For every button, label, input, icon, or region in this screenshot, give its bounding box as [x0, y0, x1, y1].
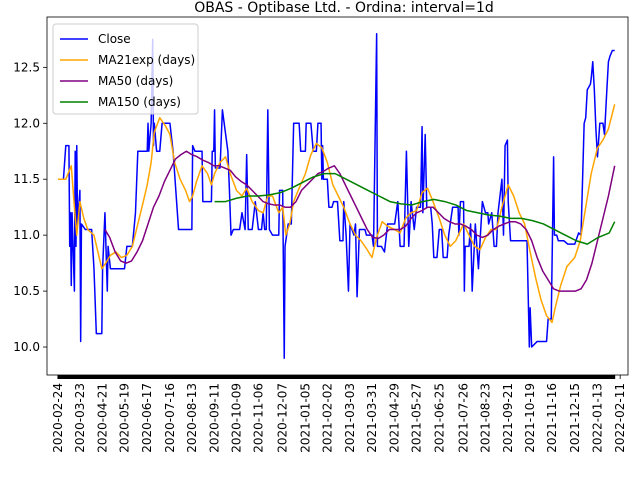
series-line-2: [104, 150, 616, 292]
legend-label-0: Close: [98, 32, 131, 46]
x-tick-label-20: 2021-09-21: [501, 383, 515, 453]
x-tick-label-22: 2021-11-16: [545, 383, 559, 453]
series-line-1: [57, 104, 616, 324]
x-tick-label-24: 2022-01-13: [590, 383, 604, 453]
x-tick-label-17: 2021-06-25: [432, 383, 446, 453]
x-tick-label-2: 2020-04-21: [96, 383, 110, 453]
x-tick-label-16: 2021-05-27: [410, 383, 424, 453]
legend: Close MA21exp (days) MA50 (days) MA150 (day…: [52, 23, 199, 115]
y-tick-label-2: 11.0: [13, 228, 40, 242]
x-tick-label-7: 2020-09-11: [208, 383, 222, 453]
x-minor-ticks: [57, 375, 616, 379]
y-tick-label-5: 12.5: [13, 60, 40, 74]
y-axis: 10.0 10.5 11.0 11.5 12.0 12.5: [13, 60, 47, 354]
x-tick-label-14: 2021-03-31: [365, 383, 379, 453]
series-line-0: [57, 33, 615, 359]
y-tick-label-3: 11.5: [13, 172, 40, 186]
chart-title: OBAS - Optibase Ltd. - Ordina: interval=…: [194, 0, 494, 16]
x-tick-label-9: 2020-11-06: [251, 383, 265, 453]
x-tick-label-10: 2020-12-07: [276, 383, 290, 453]
x-tick-label-5: 2020-07-16: [163, 383, 177, 453]
x-tick-label-18: 2021-07-26: [457, 383, 471, 453]
x-tick-label-12: 2021-02-02: [320, 383, 334, 453]
series-line-3: [214, 172, 616, 245]
x-tick-label-3: 2020-05-19: [118, 383, 132, 453]
x-tick-label-15: 2021-04-29: [388, 383, 402, 453]
x-tick-label-8: 2020-10-09: [229, 383, 243, 453]
x-tick-label-4: 2020-06-17: [140, 383, 154, 453]
legend-label-2: MA50 (days): [98, 74, 173, 88]
x-tick-label-21: 2021-10-19: [523, 383, 537, 453]
x-tick-label-13: 2021-03-03: [343, 383, 357, 453]
y-tick-label-0: 10.0: [13, 340, 40, 354]
x-tick-label-11: 2021-01-05: [298, 383, 312, 453]
x-tick-label-25: 2022-02-11: [613, 383, 627, 453]
legend-label-1: MA21exp (days): [98, 53, 195, 67]
x-tick-label-19: 2021-08-23: [478, 383, 492, 453]
x-tick-label-23: 2021-12-15: [568, 383, 582, 453]
x-axis: 2020-02-24 2020-03-23 2020-04-21 2020-05-19…: [51, 375, 627, 453]
y-tick-label-4: 12.0: [13, 116, 40, 130]
y-tick-label-1: 10.5: [13, 284, 40, 298]
x-tick-label-1: 2020-03-23: [73, 383, 87, 453]
x-tick-label-0: 2020-02-24: [51, 383, 65, 453]
legend-box: [52, 23, 199, 115]
x-tick-label-6: 2020-08-13: [185, 383, 199, 453]
legend-label-3: MA150 (days): [98, 95, 181, 109]
